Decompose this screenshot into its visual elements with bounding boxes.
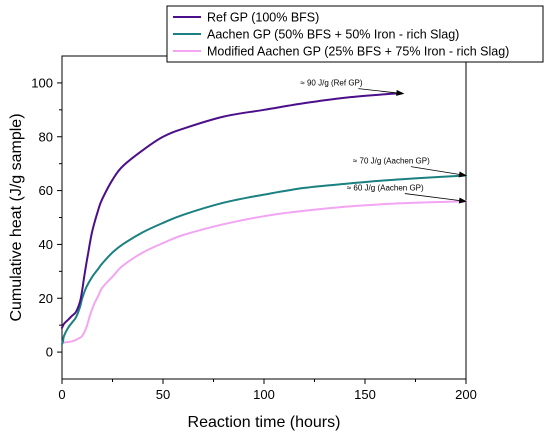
axes: 0 50 100 150 200 0 20 40 60 80 100 Reaction time (h… [8, 55, 477, 431]
series-lines [61, 92, 467, 345]
x-tick-label: 0 [58, 387, 65, 402]
x-tick-label: 200 [455, 387, 477, 402]
plot-frame [61, 55, 467, 380]
annotation-label: ≈ 90 J/g (Ref GP) [300, 79, 363, 88]
y-tick-label: 40 [39, 237, 53, 252]
y-tick-label: 20 [39, 291, 53, 306]
annotations: ≈ 90 J/g (Ref GP) ≈ 70 J/g (Aachen GP) ≈ 6… [300, 79, 467, 204]
annotation-arrow [404, 193, 467, 204]
y-tick-label: 100 [31, 75, 53, 90]
series-line-2 [61, 200, 467, 344]
legend-label-1: Aachen GP (50% BFS + 50% Iron - rich Sla… [207, 28, 459, 42]
annotation-label: ≈ 70 J/g (Aachen GP) [353, 157, 430, 166]
y-axis-title: Cumulative heat (J/g sample) [8, 113, 25, 321]
legend-label-2: Modified Aachen GP (25% BFS + 75% Iron -… [207, 45, 509, 59]
annotation-arrow [410, 166, 467, 178]
annotation-arrow [358, 88, 405, 96]
x-tick-label: 100 [253, 387, 275, 402]
annotation-label: ≈ 60 J/g (Aachen GP) [347, 184, 424, 193]
x-tick-label: 150 [354, 387, 376, 402]
legend-label-0: Ref GP (100% BFS) [207, 11, 319, 25]
series-line-0 [61, 92, 403, 329]
x-axis-title: Reaction time (hours) [188, 414, 341, 431]
y-tick-label: 0 [46, 345, 53, 360]
legend-box [166, 5, 544, 63]
series-line-1 [61, 174, 467, 345]
legend: Ref GP (100% BFS) Aachen GP (50% BFS + 50… [166, 5, 544, 63]
y-tick-label: 60 [39, 183, 53, 198]
y-tick-label: 80 [39, 129, 53, 144]
x-tick-label: 50 [156, 387, 170, 402]
